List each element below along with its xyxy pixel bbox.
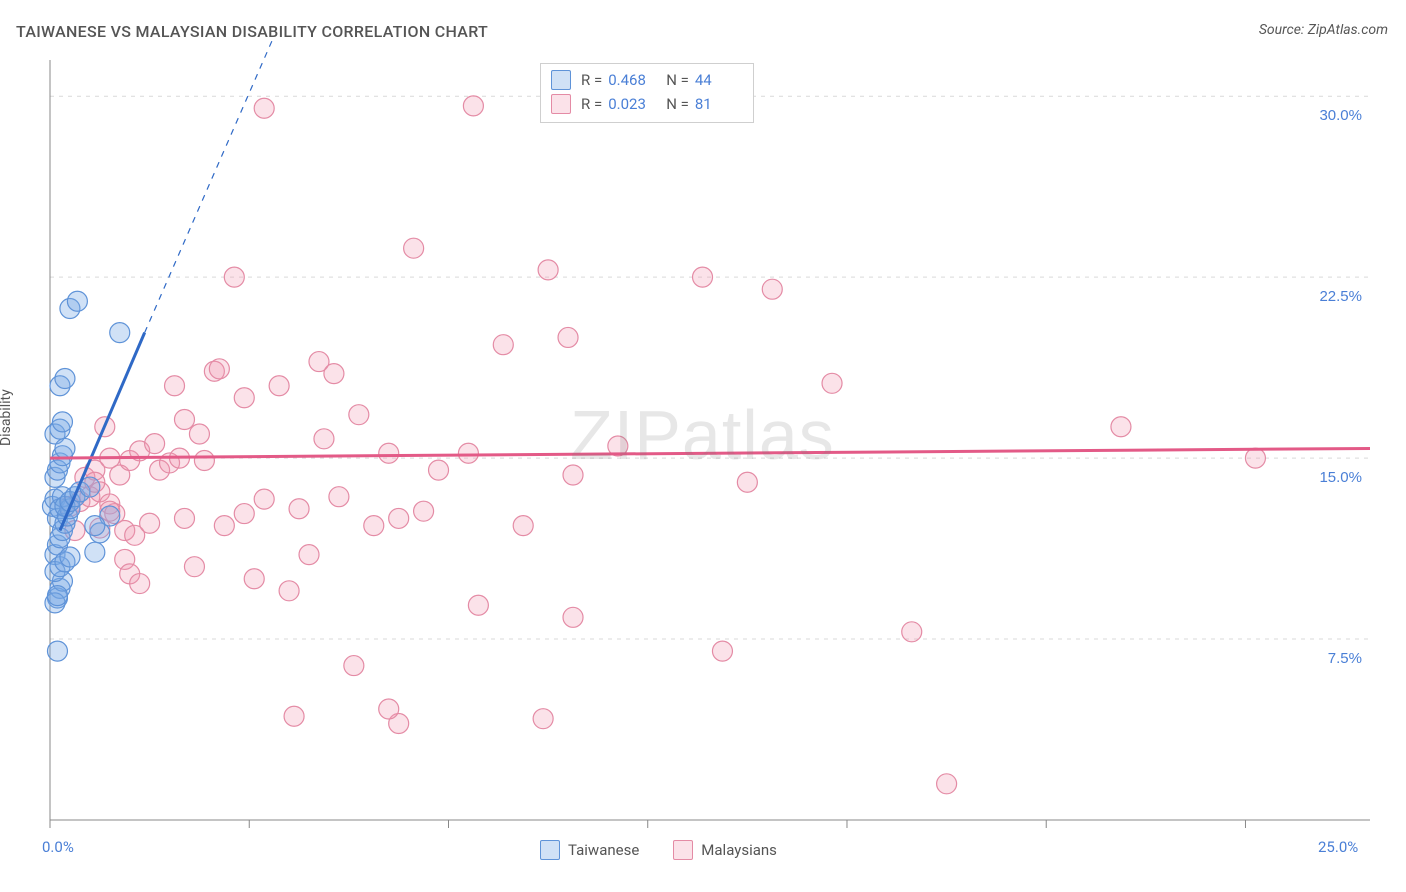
y-grid-label: 22.5% xyxy=(1319,288,1362,305)
y-grid-label: 15.0% xyxy=(1319,469,1362,486)
malaysians-point xyxy=(344,656,364,676)
malaysians-point xyxy=(693,267,713,287)
malaysians-point xyxy=(174,508,194,528)
malaysians-point xyxy=(513,516,533,536)
malaysians-point xyxy=(468,595,488,615)
malaysians-point xyxy=(145,434,165,454)
legend-stats-row: R = 0.023 N = 81 xyxy=(551,92,743,116)
legend-stats-row: R = 0.468 N = 44 xyxy=(551,68,743,92)
malaysians-point xyxy=(563,465,583,485)
malaysians-point xyxy=(140,513,160,533)
series-legend: Taiwanese Malaysians xyxy=(540,840,777,860)
malaysians-point xyxy=(1245,448,1265,468)
legend-series-item: Malaysians xyxy=(673,840,777,860)
legend-n-label: N = xyxy=(666,68,689,92)
malaysians-point xyxy=(269,376,289,396)
malaysians-point xyxy=(404,238,424,258)
malaysians-point xyxy=(937,774,957,794)
taiwanese-point xyxy=(47,641,67,661)
legend-r-value: 0.023 xyxy=(608,92,656,116)
malaysians-point xyxy=(429,460,449,480)
malaysians-point xyxy=(762,279,782,299)
legend-n-value: 44 xyxy=(695,68,743,92)
y-grid-label: 30.0% xyxy=(1319,107,1362,124)
legend-r-label: R = xyxy=(581,68,602,92)
malaysians-point xyxy=(563,607,583,627)
legend-series-label: Malaysians xyxy=(701,841,777,859)
legend-n-label: N = xyxy=(666,92,689,116)
legend-n-value: 81 xyxy=(695,92,743,116)
malaysians-point xyxy=(130,574,150,594)
malaysians-point xyxy=(279,581,299,601)
legend-r-label: R = xyxy=(581,92,602,116)
taiwanese-point xyxy=(85,542,105,562)
malaysians-point xyxy=(299,545,319,565)
legend-r-value: 0.468 xyxy=(608,68,656,92)
correlation-chart: TAIWANESE VS MALAYSIAN DISABILITY CORREL… xyxy=(0,0,1406,892)
taiwanese-point xyxy=(60,547,80,567)
malaysians-point xyxy=(324,364,344,384)
legend-series-item: Taiwanese xyxy=(540,840,639,860)
stats-legend: R = 0.468 N = 44 R = 0.023 N = 81 xyxy=(540,63,754,123)
malaysians-point xyxy=(194,451,214,471)
y-grid-label: 7.5% xyxy=(1328,650,1362,667)
malaysians-point xyxy=(558,327,578,347)
malaysians-point xyxy=(389,508,409,528)
taiwanese-point xyxy=(55,368,75,388)
malaysians-point xyxy=(349,405,369,425)
malaysians-point xyxy=(1111,417,1131,437)
malaysians-point xyxy=(174,409,194,429)
taiwanese-point xyxy=(47,586,67,606)
legend-swatch xyxy=(551,94,571,114)
malaysians-point xyxy=(254,98,274,118)
taiwanese-point xyxy=(110,323,130,343)
plot-svg: 7.5% 15.0% 22.5% 30.0% xyxy=(0,0,1406,892)
malaysians-point xyxy=(189,424,209,444)
malaysians-point xyxy=(822,373,842,393)
malaysians-point xyxy=(234,504,254,524)
taiwanese-point xyxy=(85,516,105,536)
malaysians-point xyxy=(533,709,553,729)
malaysians-point xyxy=(165,376,185,396)
trend-line-pink xyxy=(50,448,1370,458)
x-axis-max-label: 25.0% xyxy=(1318,838,1358,856)
malaysians-point xyxy=(284,706,304,726)
malaysians-point xyxy=(463,96,483,116)
malaysians-point xyxy=(414,501,434,521)
taiwanese-point xyxy=(52,412,72,432)
malaysians-point xyxy=(329,487,349,507)
malaysians-point xyxy=(364,516,384,536)
malaysians-point xyxy=(379,443,399,463)
legend-swatch xyxy=(551,70,571,90)
malaysians-point xyxy=(314,429,334,449)
legend-swatch xyxy=(673,840,693,860)
malaysians-point xyxy=(379,699,399,719)
malaysians-point xyxy=(234,388,254,408)
malaysians-point xyxy=(254,489,274,509)
legend-swatch xyxy=(540,840,560,860)
taiwanese-point xyxy=(67,291,87,311)
malaysians-point xyxy=(458,443,478,463)
malaysians-point xyxy=(538,260,558,280)
malaysians-point xyxy=(737,472,757,492)
malaysians-point xyxy=(712,641,732,661)
taiwanese-point xyxy=(55,438,75,458)
x-axis-min-label: 0.0% xyxy=(42,838,74,856)
malaysians-point xyxy=(224,267,244,287)
malaysians-point xyxy=(184,557,204,577)
malaysians-point xyxy=(289,499,309,519)
legend-series-label: Taiwanese xyxy=(568,841,639,859)
malaysians-point xyxy=(214,516,234,536)
malaysians-point xyxy=(244,569,264,589)
malaysians-point xyxy=(209,359,229,379)
malaysians-point xyxy=(493,335,513,355)
trend-line-blue-dashed xyxy=(145,36,275,333)
malaysians-point xyxy=(902,622,922,642)
